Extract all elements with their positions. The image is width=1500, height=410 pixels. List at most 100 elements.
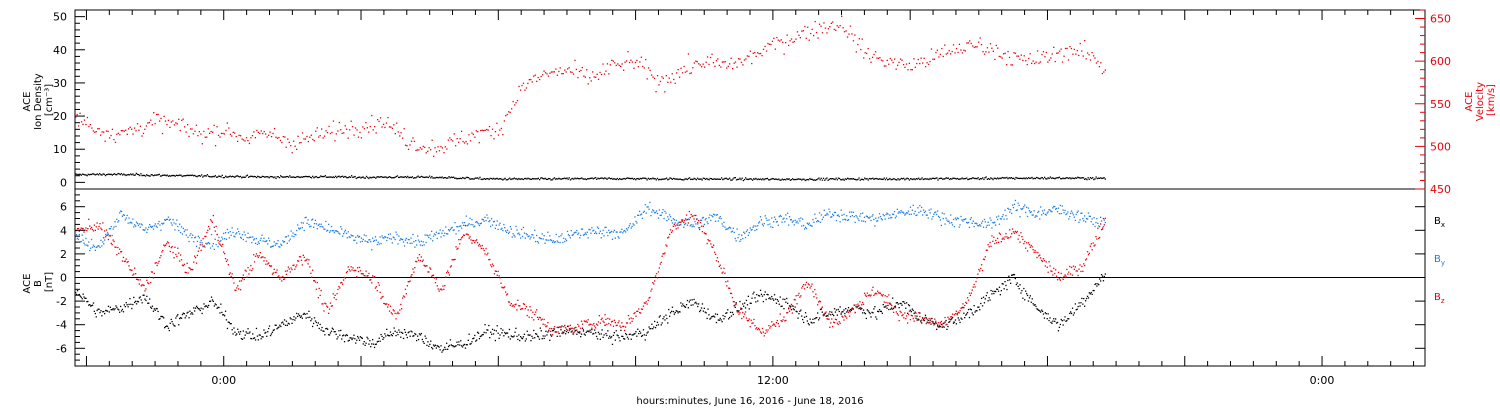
- data-point: [424, 146, 426, 148]
- data-point: [1095, 221, 1097, 224]
- data-point: [415, 177, 417, 179]
- data-point: [215, 243, 217, 246]
- data-point: [553, 241, 556, 244]
- data-point: [194, 257, 197, 259]
- data-point: [798, 178, 801, 180]
- data-point: [153, 225, 155, 227]
- data-point: [837, 177, 840, 179]
- data-point: [803, 321, 805, 324]
- data-point: [811, 322, 813, 324]
- data-point: [882, 178, 884, 180]
- data-point: [614, 339, 616, 341]
- data-point: [431, 175, 433, 178]
- data-point: [957, 317, 959, 319]
- data-point: [631, 61, 634, 63]
- data-point: [287, 235, 289, 237]
- data-point: [133, 127, 136, 129]
- data-point: [1085, 218, 1088, 220]
- data-point: [108, 228, 110, 230]
- data-point: [1054, 60, 1056, 63]
- data-point: [658, 209, 660, 211]
- data-point: [492, 221, 495, 223]
- data-point: [413, 140, 416, 142]
- data-point: [244, 234, 246, 236]
- data-point: [987, 221, 989, 223]
- data-point: [111, 174, 113, 176]
- data-point: [1068, 271, 1070, 273]
- data-point: [334, 140, 336, 142]
- data-point: [278, 136, 280, 139]
- data-point: [777, 300, 779, 302]
- data-point: [436, 285, 438, 287]
- data-point: [686, 70, 688, 72]
- data-point: [989, 43, 992, 45]
- data-point: [80, 121, 83, 123]
- data-point: [806, 320, 808, 322]
- data-point: [475, 340, 477, 342]
- data-point: [250, 137, 252, 139]
- data-point: [572, 177, 574, 180]
- data-point: [801, 179, 803, 181]
- data-point: [406, 176, 408, 179]
- data-point: [960, 307, 962, 309]
- data-point: [475, 177, 478, 179]
- data-point: [940, 323, 942, 326]
- data-point: [563, 326, 565, 328]
- data-point: [463, 177, 465, 179]
- data-point: [859, 307, 861, 309]
- data-point: [920, 320, 922, 322]
- data-point: [105, 310, 108, 312]
- data-point: [219, 240, 221, 243]
- data-point: [830, 314, 832, 316]
- data-point: [1080, 212, 1082, 214]
- data-point: [1026, 250, 1029, 252]
- data-point: [702, 310, 704, 312]
- data-point: [1063, 275, 1065, 278]
- data-point: [157, 113, 159, 116]
- data-point: [461, 237, 463, 239]
- data-point: [765, 217, 767, 219]
- data-point: [585, 178, 588, 181]
- data-point: [799, 310, 801, 312]
- data-point: [504, 331, 506, 334]
- data-point: [797, 317, 799, 319]
- data-point: [630, 227, 632, 229]
- data-point: [973, 305, 975, 307]
- data-point: [627, 177, 629, 179]
- data-point: [251, 269, 253, 272]
- data-point: [664, 252, 666, 254]
- data-point: [221, 236, 223, 238]
- data-point: [335, 175, 337, 177]
- data-point: [536, 234, 538, 237]
- data-point: [465, 140, 467, 143]
- data-point: [730, 57, 732, 59]
- data-point: [766, 219, 768, 221]
- data-point: [683, 179, 685, 181]
- data-point: [472, 239, 474, 242]
- data-point: [229, 272, 231, 274]
- data-point: [652, 177, 654, 179]
- data-point: [340, 226, 342, 228]
- data-point: [518, 232, 520, 234]
- data-point: [132, 133, 134, 135]
- data-point: [1067, 318, 1069, 320]
- data-point: [288, 141, 290, 143]
- data-point: [628, 318, 630, 320]
- data-point: [690, 304, 692, 306]
- data-point: [1091, 218, 1093, 220]
- data-point: [333, 331, 335, 333]
- data-point: [980, 225, 982, 227]
- data-point: [119, 134, 121, 136]
- data-point: [595, 177, 597, 179]
- data-point: [1055, 318, 1057, 320]
- data-point: [835, 29, 837, 31]
- data-point: [361, 273, 363, 275]
- data-point: [404, 176, 407, 178]
- data-point: [523, 232, 526, 234]
- data-point: [887, 304, 889, 307]
- data-point: [257, 175, 259, 177]
- data-point: [497, 178, 499, 180]
- data-point: [433, 233, 436, 235]
- data-point: [961, 307, 963, 309]
- data-point: [253, 337, 255, 340]
